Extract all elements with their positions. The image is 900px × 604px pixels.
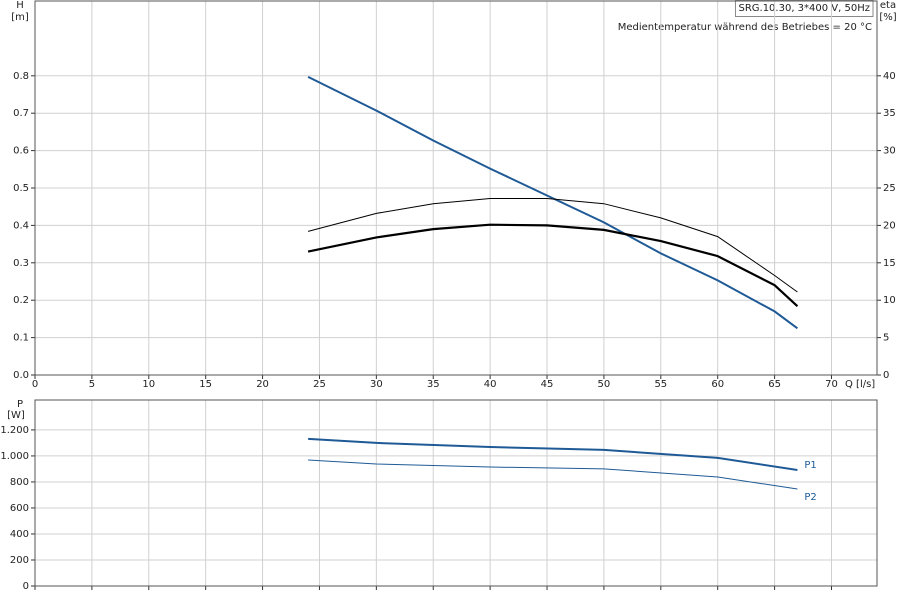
series-label: P2 [804, 492, 816, 503]
series-line [307, 76, 798, 330]
x-label: Q [l/s] [845, 379, 875, 390]
x-tick-label: 30 [370, 379, 383, 390]
y2-label: eta [880, 0, 896, 11]
chart-title: SRG.10.30, 3*400 V, 50Hz [738, 3, 870, 14]
x-tick-label: 35 [427, 379, 440, 390]
x-tick-label: 60 [711, 379, 724, 390]
y2-tick-label: 20 [883, 220, 896, 231]
y-tick-label: 0 [23, 581, 29, 592]
y-tick-label: 800 [10, 477, 29, 488]
x-tick-label: 55 [654, 379, 667, 390]
y2-tick-label: 30 [883, 146, 896, 157]
x-tick-label: 0 [32, 379, 38, 390]
y-unit: [m] [11, 12, 29, 23]
y-tick-label: 1.000 [0, 451, 29, 462]
y-tick-label: 0.7 [13, 108, 29, 119]
y-tick-label: 400 [10, 529, 29, 540]
series-line [308, 459, 798, 490]
x-tick-label: 25 [313, 379, 326, 390]
series-line [307, 223, 799, 308]
y-tick-label: 0.4 [13, 220, 29, 231]
y-unit: [W] [7, 410, 25, 421]
y-tick-label: 1.200 [0, 425, 29, 436]
series-label: P1 [804, 460, 816, 471]
y-tick-label: 0.5 [13, 183, 29, 194]
plot-frame [34, 0, 878, 376]
y-tick-label: 0.0 [13, 370, 29, 381]
y-tick-label: 0.8 [13, 71, 29, 82]
x-tick-label: 10 [142, 379, 155, 390]
y2-tick-label: 10 [883, 295, 896, 306]
y-label: P [17, 399, 23, 410]
y2-tick-label: 5 [883, 333, 889, 344]
subtitle: Medientemperatur während des Betriebes =… [618, 22, 872, 33]
y2-tick-label: 25 [883, 183, 896, 194]
x-tick-label: 20 [256, 379, 269, 390]
x-tick-label: 45 [541, 379, 554, 390]
series-line [308, 437, 798, 471]
y-label: H [16, 0, 24, 11]
y2-tick-label: 15 [883, 258, 896, 269]
plot-frame [34, 399, 878, 587]
y-tick-label: 0.6 [13, 146, 29, 157]
series-line [307, 198, 798, 293]
x-tick-label: 5 [89, 379, 95, 390]
y-tick-label: 0.3 [13, 258, 29, 269]
y-tick-label: 0.2 [13, 295, 29, 306]
x-tick-label: 40 [484, 379, 497, 390]
y-tick-label: 0.1 [13, 333, 29, 344]
y-tick-label: 200 [10, 555, 29, 566]
x-tick-label: 50 [598, 379, 611, 390]
y2-tick-label: 40 [883, 71, 896, 82]
x-tick-label: 70 [825, 379, 838, 390]
y2-tick-label: 35 [883, 108, 896, 119]
y2-unit: [%] [879, 12, 896, 23]
y2-tick-label: 0 [883, 370, 889, 381]
x-tick-label: 65 [768, 379, 781, 390]
x-tick-label: 15 [199, 379, 212, 390]
y-tick-label: 600 [10, 503, 29, 514]
